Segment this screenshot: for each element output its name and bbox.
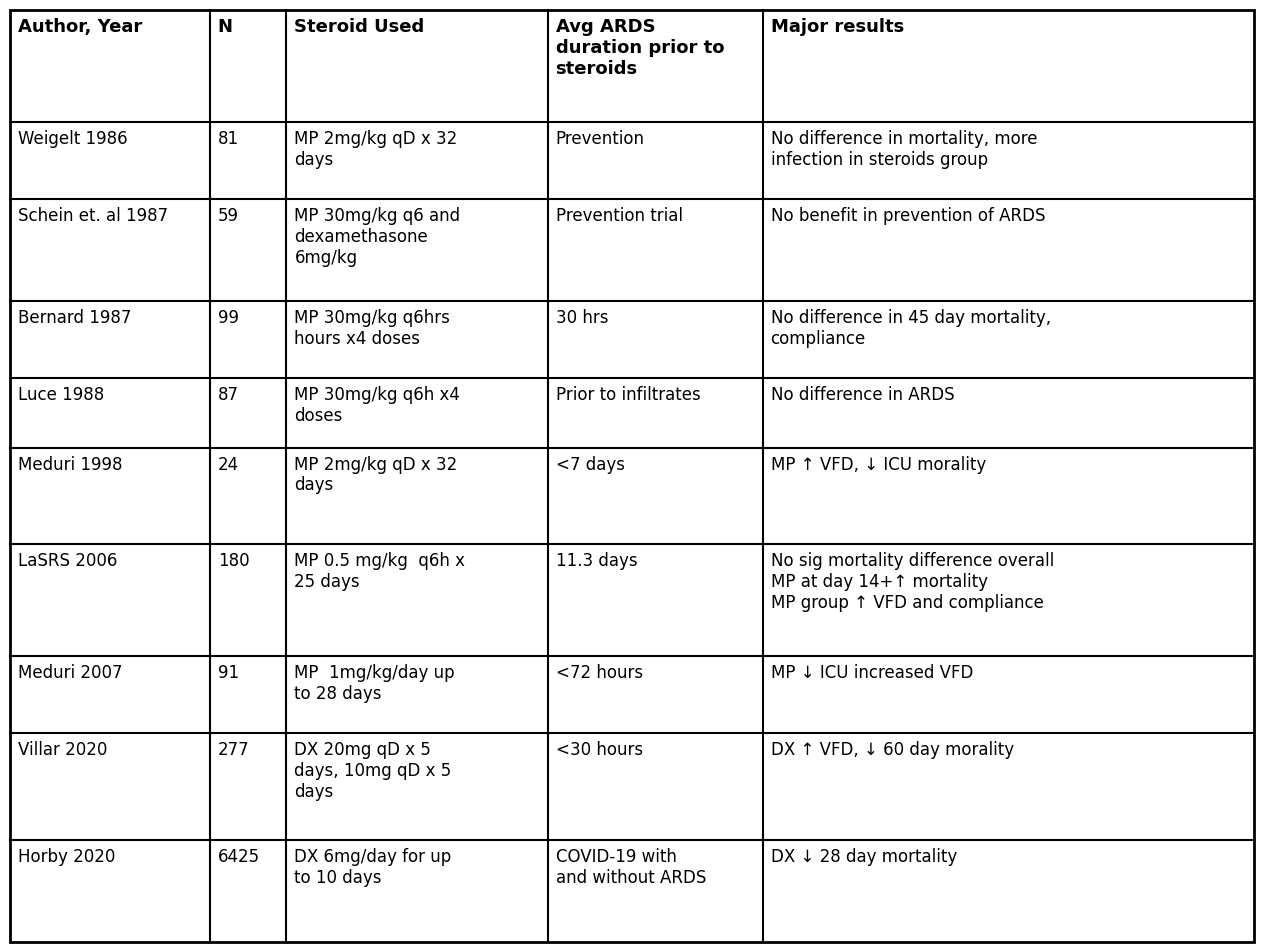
Text: No difference in ARDS: No difference in ARDS: [771, 387, 954, 404]
Text: Luce 1988: Luce 1988: [18, 387, 104, 404]
Text: 81: 81: [217, 130, 239, 149]
Text: N: N: [217, 18, 233, 36]
Text: 180: 180: [217, 552, 249, 570]
Text: <72 hours: <72 hours: [556, 664, 642, 683]
Text: Meduri 1998: Meduri 1998: [18, 456, 123, 474]
Text: 30 hrs: 30 hrs: [556, 309, 608, 327]
Text: MP 0.5 mg/kg  q6h x
25 days: MP 0.5 mg/kg q6h x 25 days: [295, 552, 465, 591]
Text: DX 20mg qD x 5
days, 10mg qD x 5
days: DX 20mg qD x 5 days, 10mg qD x 5 days: [295, 742, 451, 801]
Text: MP 2mg/kg qD x 32
days: MP 2mg/kg qD x 32 days: [295, 130, 458, 169]
Text: 6425: 6425: [217, 848, 260, 866]
Text: Major results: Major results: [771, 18, 904, 36]
Text: DX 6mg/day for up
to 10 days: DX 6mg/day for up to 10 days: [295, 848, 451, 887]
Text: 24: 24: [217, 456, 239, 474]
Text: Bernard 1987: Bernard 1987: [18, 309, 131, 327]
Text: DX ↓ 28 day mortality: DX ↓ 28 day mortality: [771, 848, 957, 866]
Text: Prior to infiltrates: Prior to infiltrates: [556, 387, 700, 404]
Text: MP 30mg/kg q6h x4
doses: MP 30mg/kg q6h x4 doses: [295, 387, 460, 425]
Text: 87: 87: [217, 387, 239, 404]
Text: Avg ARDS
duration prior to
steroids: Avg ARDS duration prior to steroids: [556, 18, 724, 78]
Text: Villar 2020: Villar 2020: [18, 742, 107, 760]
Text: MP  1mg/kg/day up
to 28 days: MP 1mg/kg/day up to 28 days: [295, 664, 455, 704]
Text: Schein et. al 1987: Schein et. al 1987: [18, 208, 168, 226]
Text: No difference in 45 day mortality,
compliance: No difference in 45 day mortality, compl…: [771, 309, 1050, 347]
Text: COVID-19 with
and without ARDS: COVID-19 with and without ARDS: [556, 848, 705, 887]
Text: Prevention trial: Prevention trial: [556, 208, 683, 226]
Text: 59: 59: [217, 208, 239, 226]
Text: Steroid Used: Steroid Used: [295, 18, 425, 36]
Text: Prevention: Prevention: [556, 130, 645, 149]
Text: MP 2mg/kg qD x 32
days: MP 2mg/kg qD x 32 days: [295, 456, 458, 494]
Text: <30 hours: <30 hours: [556, 742, 642, 760]
Text: Author, Year: Author, Year: [18, 18, 143, 36]
Text: 277: 277: [217, 742, 249, 760]
Text: Horby 2020: Horby 2020: [18, 848, 115, 866]
Text: MP 30mg/kg q6hrs
hours x4 doses: MP 30mg/kg q6hrs hours x4 doses: [295, 309, 450, 347]
Text: 99: 99: [217, 309, 239, 327]
Text: No sig mortality difference overall
MP at day 14+↑ mortality
MP group ↑ VFD and : No sig mortality difference overall MP a…: [771, 552, 1054, 611]
Text: Meduri 2007: Meduri 2007: [18, 664, 123, 683]
Text: LaSRS 2006: LaSRS 2006: [18, 552, 118, 570]
Text: MP 30mg/kg q6 and
dexamethasone
6mg/kg: MP 30mg/kg q6 and dexamethasone 6mg/kg: [295, 208, 460, 267]
Text: MP ↓ ICU increased VFD: MP ↓ ICU increased VFD: [771, 664, 973, 683]
Text: No difference in mortality, more
infection in steroids group: No difference in mortality, more infecti…: [771, 130, 1036, 169]
Text: Weigelt 1986: Weigelt 1986: [18, 130, 128, 149]
Text: 91: 91: [217, 664, 239, 683]
Text: <7 days: <7 days: [556, 456, 624, 474]
Text: DX ↑ VFD, ↓ 60 day morality: DX ↑ VFD, ↓ 60 day morality: [771, 742, 1014, 760]
Text: No benefit in prevention of ARDS: No benefit in prevention of ARDS: [771, 208, 1045, 226]
Text: 11.3 days: 11.3 days: [556, 552, 637, 570]
Text: MP ↑ VFD, ↓ ICU morality: MP ↑ VFD, ↓ ICU morality: [771, 456, 986, 474]
